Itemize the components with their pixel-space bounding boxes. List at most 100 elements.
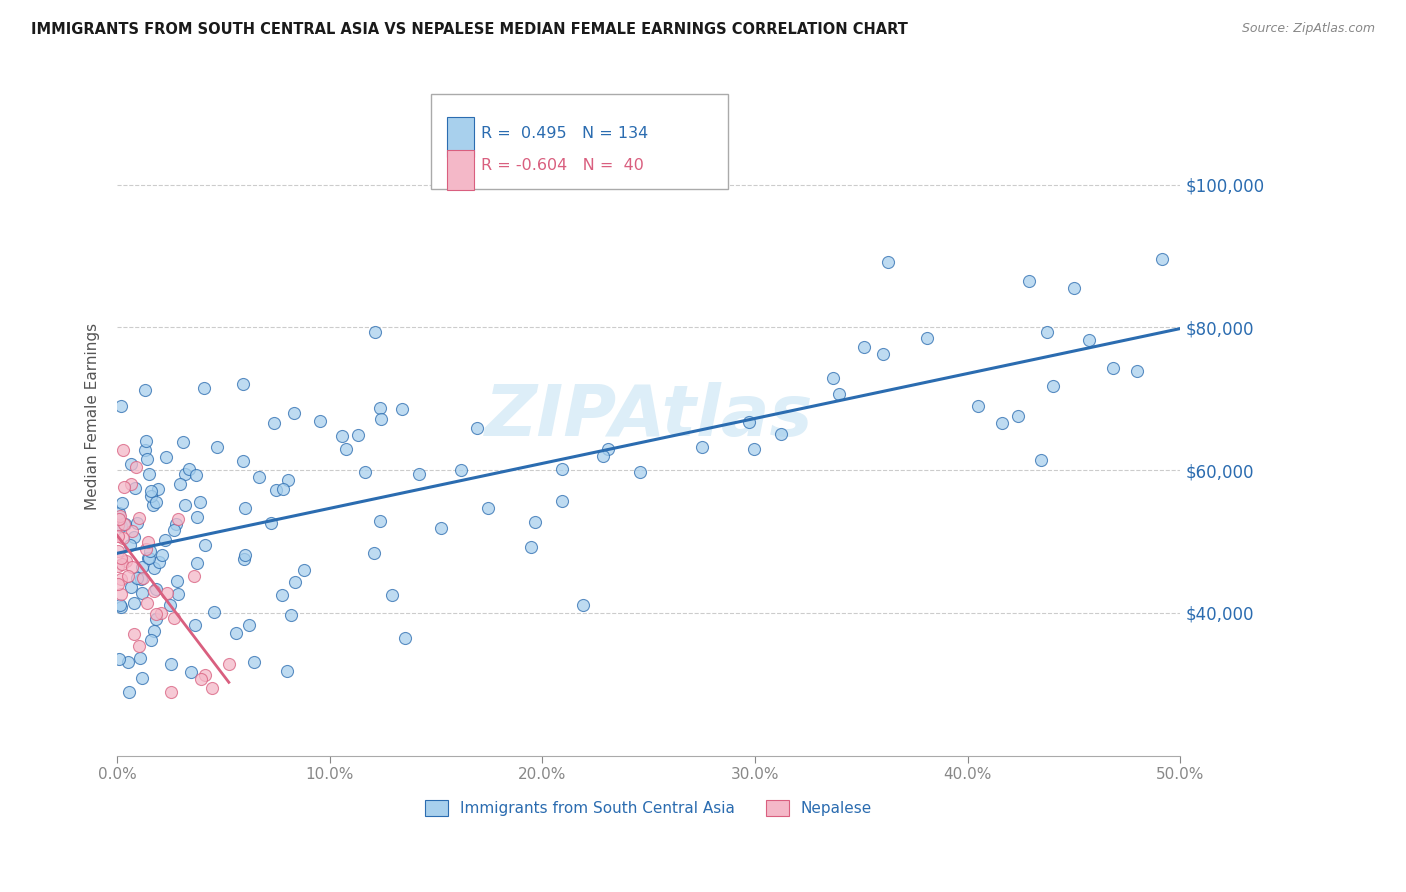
Point bbox=[450, 463, 472, 477]
Point bbox=[852, 340, 875, 354]
Point bbox=[139, 633, 162, 648]
Point bbox=[243, 655, 266, 669]
Point bbox=[368, 514, 391, 528]
Point bbox=[260, 516, 283, 531]
Point bbox=[131, 671, 153, 685]
Point bbox=[173, 467, 195, 482]
Text: IMMIGRANTS FROM SOUTH CENTRAL ASIA VS NEPALESE MEDIAN FEMALE EARNINGS CORRELATIO: IMMIGRANTS FROM SOUTH CENTRAL ASIA VS NE… bbox=[31, 22, 908, 37]
Point bbox=[186, 556, 208, 570]
Point bbox=[141, 489, 163, 503]
Point bbox=[120, 580, 142, 594]
Point bbox=[107, 544, 129, 558]
Point bbox=[233, 551, 256, 566]
Point bbox=[120, 457, 142, 471]
Point bbox=[769, 427, 792, 442]
Point bbox=[138, 467, 160, 482]
Point bbox=[108, 512, 131, 526]
Point bbox=[159, 684, 181, 698]
Point bbox=[122, 627, 145, 641]
Point bbox=[131, 585, 153, 599]
Point bbox=[572, 598, 595, 612]
Point bbox=[145, 495, 167, 509]
Point bbox=[155, 450, 177, 464]
Text: Source: ZipAtlas.com: Source: ZipAtlas.com bbox=[1241, 22, 1375, 36]
Point bbox=[136, 535, 159, 549]
Point bbox=[122, 530, 145, 544]
Point bbox=[107, 559, 129, 574]
Point bbox=[690, 440, 713, 454]
Point bbox=[551, 462, 574, 476]
Point bbox=[110, 587, 132, 601]
Point bbox=[125, 571, 148, 585]
Text: R = -0.604   N =  40: R = -0.604 N = 40 bbox=[481, 158, 644, 173]
Point bbox=[110, 572, 132, 586]
Point bbox=[370, 412, 392, 426]
Point bbox=[280, 607, 302, 622]
Point bbox=[112, 480, 135, 494]
Point bbox=[108, 651, 131, 665]
Point bbox=[347, 428, 370, 442]
Text: ZIPAtlas: ZIPAtlas bbox=[485, 382, 813, 451]
Point bbox=[193, 381, 215, 395]
Point bbox=[738, 415, 761, 429]
Point bbox=[247, 470, 270, 484]
Text: R =  0.495   N = 134: R = 0.495 N = 134 bbox=[481, 126, 648, 141]
Point bbox=[145, 582, 167, 596]
Point bbox=[872, 346, 894, 360]
Point bbox=[118, 538, 141, 552]
Point bbox=[148, 555, 170, 569]
Point bbox=[135, 542, 157, 557]
Point bbox=[391, 402, 413, 417]
Point bbox=[135, 434, 157, 449]
Point bbox=[277, 473, 299, 487]
FancyBboxPatch shape bbox=[430, 95, 728, 189]
Point bbox=[628, 465, 651, 479]
Point bbox=[335, 442, 357, 457]
Point bbox=[107, 529, 129, 543]
Point bbox=[134, 443, 156, 458]
Point bbox=[1063, 281, 1085, 295]
Point bbox=[174, 498, 197, 512]
Point bbox=[112, 517, 135, 532]
Point bbox=[166, 574, 188, 589]
Point bbox=[744, 442, 766, 456]
Point bbox=[821, 371, 844, 385]
Point bbox=[172, 434, 194, 449]
Point bbox=[110, 550, 132, 565]
Point bbox=[156, 586, 179, 600]
Point bbox=[136, 596, 159, 610]
Point bbox=[129, 572, 152, 586]
Point bbox=[110, 399, 132, 413]
Point bbox=[136, 551, 159, 566]
Point bbox=[551, 493, 574, 508]
Point bbox=[165, 516, 187, 531]
Point bbox=[163, 611, 186, 625]
Point bbox=[915, 331, 938, 345]
Point bbox=[132, 571, 155, 585]
Point bbox=[284, 575, 307, 590]
Point bbox=[108, 509, 131, 524]
Point bbox=[353, 465, 375, 479]
Point bbox=[107, 577, 129, 591]
Point bbox=[1018, 274, 1040, 288]
Point bbox=[877, 255, 900, 269]
Point bbox=[112, 531, 135, 545]
Point bbox=[110, 519, 132, 533]
Point bbox=[225, 625, 247, 640]
Point bbox=[238, 617, 260, 632]
Point bbox=[266, 483, 288, 497]
Point bbox=[166, 512, 188, 526]
Point bbox=[188, 495, 211, 509]
Point bbox=[167, 587, 190, 601]
Point bbox=[183, 569, 205, 583]
Point bbox=[363, 546, 385, 560]
Point bbox=[283, 406, 305, 420]
Point bbox=[121, 524, 143, 539]
Point bbox=[1036, 326, 1059, 340]
Point bbox=[159, 598, 181, 612]
Point bbox=[111, 496, 134, 510]
Point bbox=[150, 606, 173, 620]
Point bbox=[408, 467, 430, 481]
Point bbox=[129, 650, 152, 665]
Point bbox=[177, 461, 200, 475]
